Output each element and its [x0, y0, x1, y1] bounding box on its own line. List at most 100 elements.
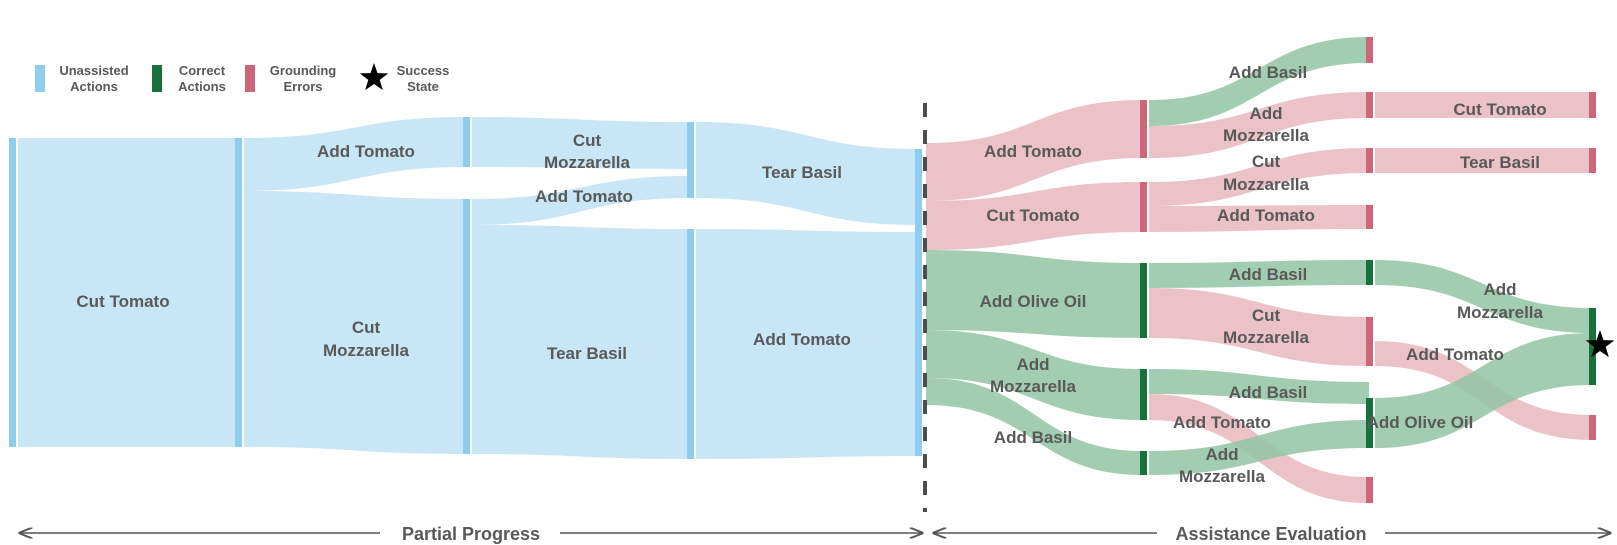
flow-tear-basil-5 [696, 122, 918, 225]
success-star-icon [1585, 330, 1615, 358]
flow-cut-mozzarella-2 [244, 191, 466, 454]
node-unassisted-6 [915, 149, 922, 456]
flow-label-add-mozzarella-24: Add Mozzarella [1457, 280, 1544, 322]
flow-label-add-tomato-1: Add Tomato [317, 142, 415, 161]
flow-label-add-tomato-16: Add Tomato [1217, 206, 1315, 225]
flow-label-cut-tomato-0: Cut Tomato [76, 292, 169, 311]
flow-add-tomato-4 [472, 176, 690, 225]
node-error-7 [1140, 100, 1147, 158]
flow-add-olive-oil-10 [926, 250, 1143, 338]
legend-label-line2: Actions [178, 79, 226, 94]
legend-label-line2: State [407, 79, 439, 94]
node-error-14 [1366, 148, 1373, 173]
node-error-17 [1366, 317, 1373, 366]
flow-label-add-mozzarella-11: Add Mozzarella [990, 355, 1077, 396]
flow-label-cut-tomato-22: Cut Tomato [1453, 100, 1546, 119]
assistance-evaluation-label: Assistance Evaluation [1175, 524, 1366, 544]
flow-label-add-mozzarella-21: Add Mozzarella [1179, 445, 1266, 486]
flow-label-add-olive-oil-10: Add Olive Oil [980, 292, 1087, 311]
flow-label-tear-basil-23: Tear Basil [1460, 153, 1540, 172]
legend-label-line1: Success [397, 63, 450, 78]
flow-add-tomato-8 [926, 100, 1143, 201]
nodes-layer [9, 37, 1615, 503]
flow-add-mozzarella-24 [1375, 260, 1592, 333]
flow-label-cut-mozzarella-18: Cut Mozzarella [1223, 306, 1310, 347]
flow-add-basil-19 [1149, 369, 1369, 404]
flow-add-basil-17 [1149, 260, 1369, 288]
legend-swatch [35, 65, 45, 92]
flow-tear-basil-23 [1375, 148, 1592, 173]
flow-add-tomato-16 [1149, 205, 1369, 232]
node-error-13 [1366, 92, 1373, 118]
node-unassisted-3 [463, 199, 470, 454]
node-error-15 [1366, 205, 1373, 229]
legend-label-line2: Actions [70, 79, 118, 94]
flow-add-tomato-7 [696, 229, 918, 459]
node-error-20 [1589, 92, 1596, 118]
flow-label-add-tomato-8: Add Tomato [984, 142, 1082, 161]
node-unassisted-2 [463, 117, 470, 167]
legend-star-icon [359, 63, 389, 91]
flow-label-add-basil-17: Add Basil [1229, 265, 1307, 284]
legend-label-line1: Correct [179, 63, 226, 78]
flow-cut-tomato-9 [926, 182, 1143, 250]
flow-cut-mozzarella-3 [472, 117, 690, 169]
flow-label-cut-tomato-9: Cut Tomato [986, 206, 1079, 225]
flow-cut-mozzarella-15 [1149, 148, 1369, 206]
flow-add-mozzarella-21 [1149, 420, 1369, 475]
flow-label-tear-basil-5: Tear Basil [762, 163, 842, 182]
flow-label-cut-mozzarella-2: Cut Mozzarella [323, 318, 410, 360]
flow-label-add-tomato-7: Add Tomato [753, 330, 851, 349]
partial-progress-label: Partial Progress [402, 524, 540, 544]
flow-label-cut-mozzarella-3: Cut Mozzarella [544, 131, 631, 172]
flow-add-basil-13 [1149, 37, 1369, 126]
flow-label-add-tomato-20: Add Tomato [1173, 413, 1271, 432]
node-correct-9 [1140, 263, 1147, 338]
flow-add-basil-12 [926, 378, 1143, 475]
legend-label-line2: Errors [283, 79, 322, 94]
flow-label-add-basil-13: Add Basil [1229, 63, 1307, 82]
node-unassisted-5 [687, 229, 694, 459]
flow-label-add-mozzarella-14: Add Mozzarella [1223, 104, 1310, 145]
node-correct-16 [1366, 260, 1373, 285]
flow-label-add-olive-oil-26: Add Olive Oil [1367, 413, 1474, 432]
flow-cut-mozzarella-18 [1149, 288, 1369, 366]
flow-label-add-tomato-25: Add Tomato [1406, 345, 1504, 364]
node-error-23 [1589, 415, 1596, 440]
legend-label-line1: Unassisted [59, 63, 128, 78]
node-correct-18 [1366, 398, 1373, 448]
node-correct-22 [1589, 308, 1596, 385]
node-error-12 [1366, 37, 1373, 63]
flows-layer [18, 37, 1592, 503]
flow-tear-basil-6 [472, 225, 690, 459]
flow-label-cut-mozzarella-15: Cut Mozzarella [1223, 152, 1310, 194]
node-correct-10 [1140, 369, 1147, 420]
node-unassisted-1 [235, 138, 242, 447]
node-error-19 [1366, 477, 1373, 503]
flow-cut-tomato-22 [1375, 92, 1592, 118]
flow-add-olive-oil-26 [1375, 333, 1592, 448]
flow-add-mozzarella-11 [926, 330, 1143, 420]
node-unassisted-0 [9, 138, 16, 447]
flow-label-add-tomato-4: Add Tomato [535, 187, 633, 206]
flow-label-add-basil-19: Add Basil [1229, 383, 1307, 402]
flow-add-tomato-1 [244, 117, 466, 191]
legend-swatch [245, 65, 255, 92]
legend-label-line1: Grounding [270, 63, 336, 78]
node-error-8 [1140, 182, 1147, 232]
node-correct-11 [1140, 451, 1147, 475]
labels-layer: Cut Tomato Add Tomato Cut Mozzarella Cut Mozz… [76, 63, 1546, 486]
flow-add-mozzarella-14 [1149, 92, 1369, 158]
node-unassisted-4 [687, 122, 694, 198]
legend: UnassistedActionsCorrectActionsGrounding… [35, 63, 449, 94]
legend-swatch [152, 65, 162, 92]
flow-label-add-basil-12: Add Basil [994, 428, 1072, 447]
section-axis: Partial Progress Assistance Evaluation [20, 524, 1610, 544]
flow-cut-tomato-0 [18, 138, 238, 447]
flow-label-tear-basil-6: Tear Basil [547, 344, 627, 363]
